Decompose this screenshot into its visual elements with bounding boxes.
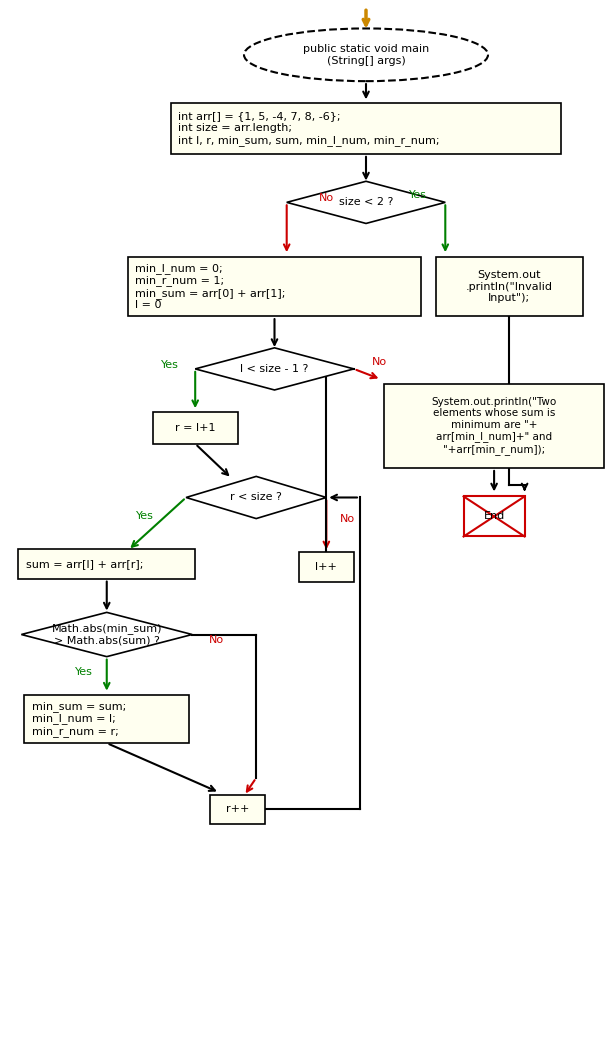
Text: min_sum = sum;
min_l_num = l;
min_r_num = r;: min_sum = sum; min_l_num = l; min_r_num … xyxy=(32,701,126,737)
Text: l++: l++ xyxy=(315,562,337,572)
Text: Yes: Yes xyxy=(409,190,427,200)
Text: l < size - 1 ?: l < size - 1 ? xyxy=(240,364,309,374)
Text: min_l_num = 0;
min_r_num = 1;
min_sum = arr[0] + arr[1];
l = 0: min_l_num = 0; min_r_num = 1; min_sum = … xyxy=(135,262,286,311)
Polygon shape xyxy=(287,181,445,223)
Polygon shape xyxy=(21,612,192,657)
Text: System.out.println("Two
elements whose sum is
minimum are "+
arr[min_l_num]+" an: System.out.println("Two elements whose s… xyxy=(431,396,557,455)
FancyBboxPatch shape xyxy=(128,257,421,316)
Ellipse shape xyxy=(244,28,488,81)
Text: Yes: Yes xyxy=(136,511,154,522)
Text: sum = arr[l] + arr[r];: sum = arr[l] + arr[r]; xyxy=(26,559,143,569)
Text: Yes: Yes xyxy=(160,359,179,370)
Text: No: No xyxy=(319,193,334,203)
Text: r++: r++ xyxy=(226,804,249,815)
Text: r = l+1: r = l+1 xyxy=(175,423,215,433)
Text: No: No xyxy=(372,356,387,367)
FancyBboxPatch shape xyxy=(299,552,354,582)
FancyBboxPatch shape xyxy=(18,549,195,579)
FancyBboxPatch shape xyxy=(210,795,265,824)
FancyBboxPatch shape xyxy=(171,103,561,154)
Text: public static void main
(String[] args): public static void main (String[] args) xyxy=(303,44,429,65)
Text: r < size ?: r < size ? xyxy=(230,492,282,503)
Text: No: No xyxy=(209,635,224,645)
FancyBboxPatch shape xyxy=(152,412,238,444)
Text: End: End xyxy=(484,511,504,522)
Polygon shape xyxy=(195,348,354,390)
Polygon shape xyxy=(186,476,326,519)
FancyBboxPatch shape xyxy=(436,257,583,316)
FancyBboxPatch shape xyxy=(24,695,189,743)
Text: int arr[] = {1, 5, -4, 7, 8, -6};
int size = arr.length;
int l, r, min_sum, sum,: int arr[] = {1, 5, -4, 7, 8, -6}; int si… xyxy=(178,112,440,145)
FancyBboxPatch shape xyxy=(464,496,525,536)
Text: System.out
.println("Invalid
Input");: System.out .println("Invalid Input"); xyxy=(466,270,553,304)
FancyBboxPatch shape xyxy=(384,384,604,468)
Text: Math.abs(min_sum)
> Math.abs(sum) ?: Math.abs(min_sum) > Math.abs(sum) ? xyxy=(51,623,162,646)
Text: Yes: Yes xyxy=(75,667,93,678)
Text: No: No xyxy=(340,513,355,524)
Text: size < 2 ?: size < 2 ? xyxy=(339,197,393,208)
